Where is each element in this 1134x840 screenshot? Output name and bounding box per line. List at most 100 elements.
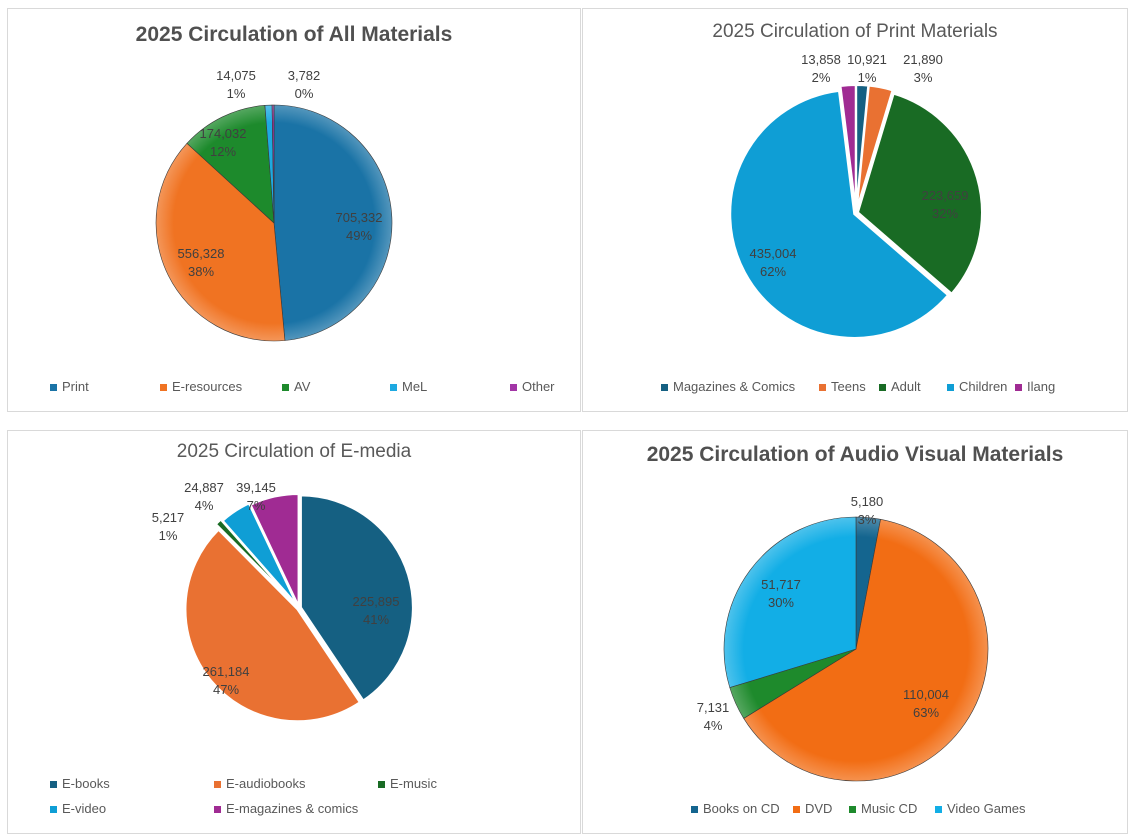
pie-slice-av [186,105,275,224]
legend-swatch [849,806,856,814]
pie-slice-ilang [839,84,857,210]
legend-swatch [691,806,698,814]
chart-print-materials: 2025 Circulation of Print Materials 10,92… [582,8,1128,412]
legend-label: E-magazines & comics [226,801,359,816]
data-label-percent: 3% [857,512,877,527]
data-label-value: 39,145 [236,480,276,495]
legend-item: E-audiobooks [214,776,306,791]
legend-label: Books on CD [703,801,780,816]
legend-swatch [50,806,57,814]
pie-slice-children [729,89,950,339]
pie-slice-teens [855,84,894,210]
pie-slice-video-games [723,516,857,688]
legend-swatch [793,806,800,814]
pie-slice-e-music [214,518,296,605]
data-label-value: 51,717 [761,577,801,592]
legend-item: Books on CD [691,801,780,816]
legend-label: Music CD [861,801,918,816]
data-label-percent: 1% [226,86,246,101]
data-label: 225,895 41% [353,593,400,629]
data-label: 24,887 4% [184,479,224,515]
data-label: 261,184 47% [203,663,250,699]
pie-slice-adult [856,92,983,296]
data-label-percent: 0% [294,86,314,101]
data-label: 7,131 4% [697,699,730,735]
data-label-percent: 12% [209,144,237,159]
data-label-percent: 1% [857,70,877,85]
data-label-value: 13,858 [801,52,841,67]
data-label: 10,921 1% [847,51,887,87]
pie-slice-other [271,104,275,224]
data-label-value: 7,131 [696,700,730,715]
legend-label: DVD [805,801,833,816]
data-label-percent: 38% [187,264,215,279]
data-label-percent: 3% [913,70,933,85]
pie-plot [729,84,983,339]
chart-audio-visual: 2025 Circulation of Audio Visual Materia… [582,430,1128,834]
data-label: 5,180 3% [851,493,884,529]
data-label-value: 14,075 [216,68,256,83]
pie-slice-e-books [299,494,414,702]
legend-item: DVD [793,801,832,816]
data-label-percent: 32% [931,206,959,221]
data-label: 21,890 3% [903,51,943,87]
legend-label: AV [294,379,311,394]
legend-item: E-magazines & comics [214,801,358,816]
data-label-value: 3,782 [287,68,321,83]
data-label-percent: 1% [158,528,178,543]
data-label-percent: 63% [912,705,940,720]
pie-slice-e-audiobooks [184,528,362,723]
data-label-value: 705,332 [335,210,383,225]
data-label-value: 174,032 [199,126,247,141]
legend-item: E-books [50,776,110,791]
data-label-percent: 62% [759,264,787,279]
legend-label: Magazines & Comics [673,379,796,394]
data-label-value: 435,004 [749,246,797,261]
legend-label: E-video [62,801,107,816]
legend-swatch [50,781,57,789]
legend-label: E-books [62,776,110,791]
data-label: 14,075 1% [216,67,256,103]
legend-swatch [661,384,668,392]
chart-e-media: 2025 Circulation of E-media 225,895 41% 261… [7,430,581,834]
legend-swatch [378,781,385,789]
legend-label: E-audiobooks [226,776,306,791]
pie-slice-dvd [743,518,989,782]
legend-swatch [510,384,517,392]
legend-swatch [935,806,942,814]
data-label-percent: 4% [703,718,723,733]
data-label: 435,004 62% [750,245,797,281]
legend-item: Print [50,379,89,394]
data-label-value: 556,328 [177,246,225,261]
data-label-percent: 49% [345,228,373,243]
pie-slice-e-resources [155,142,286,342]
data-label-value: 223,659 [921,188,969,203]
legend-item: Children [947,379,1007,394]
data-label: 39,145 7% [236,479,276,515]
legend-label: Teens [831,379,866,394]
legend-item: Magazines & Comics [661,379,795,394]
data-label: 174,032 12% [200,125,247,161]
data-label: 3,782 0% [288,67,321,103]
legend-label: MeL [402,379,428,394]
chart-title: 2025 Circulation of Audio Visual Materia… [646,443,1064,466]
pie-slice-print [273,104,393,341]
data-label: 110,004 63% [903,686,949,722]
legend-item: Music CD [849,801,917,816]
data-label: 51,717 30% [761,576,801,612]
data-label-percent: 4% [194,498,214,513]
legend-item: AV [282,379,310,394]
legend-label: E-music [390,776,437,791]
data-label-value: 225,895 [352,594,400,609]
legend-item: Adult [879,379,921,394]
data-label: 556,328 38% [178,245,225,281]
data-label: 13,858 2% [801,51,841,87]
legend-item: Teens [819,379,866,394]
legend-swatch [819,384,826,392]
legend-item: Other [510,379,555,394]
data-label-value: 24,887 [184,480,224,495]
data-label-value: 21,890 [903,52,943,67]
legend-swatch [1015,384,1022,392]
data-label-value: 110,004 [902,687,950,702]
data-label-value: 5,180 [850,494,884,509]
